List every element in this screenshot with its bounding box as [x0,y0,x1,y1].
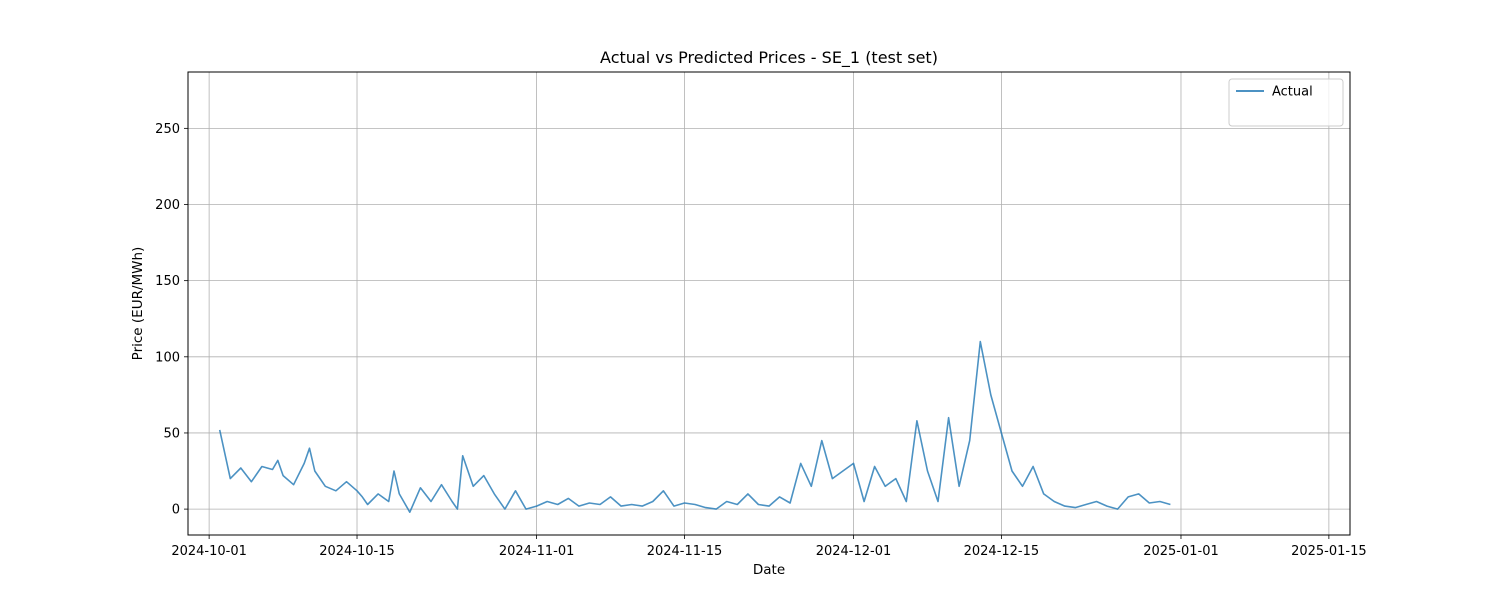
y-tick-label: 100 [155,350,180,365]
x-axis-ticks: 2024-10-01 2024-10-15 2024-11-01 2024-11-15… [171,535,1367,559]
x-tick-label: 2024-10-01 [171,544,247,559]
x-tick-label: 2024-10-15 [319,544,395,559]
x-tick-label: 2024-12-01 [816,544,892,559]
series-lines [218,340,1171,514]
grid-lines [188,72,1350,535]
x-tick-label: 2024-11-15 [647,544,723,559]
y-axis-label: Price (EUR/MWh) [130,247,146,361]
y-tick-label: 200 [155,198,180,213]
y-tick-label: 0 [172,503,180,518]
legend: Actual [1228,78,1344,127]
chart-title: Actual vs Predicted Prices - SE_1 (test … [600,48,938,68]
x-axis-label: Date [753,562,785,578]
y-tick-label: 150 [155,274,180,289]
y-tick-label: 250 [155,122,180,137]
x-tick-label: 2025-01-15 [1291,544,1367,559]
series-line-actual [218,340,1171,514]
x-tick-label: 2024-11-01 [499,544,575,559]
x-tick-label: 2025-01-01 [1143,544,1219,559]
y-tick-label: 50 [163,426,180,441]
plot-frame [187,71,1351,536]
x-tick-label: 2024-12-15 [964,544,1040,559]
legend-label-actual: Actual [1272,85,1313,100]
y-axis-ticks: 0 50 100 150 200 250 [155,122,188,518]
